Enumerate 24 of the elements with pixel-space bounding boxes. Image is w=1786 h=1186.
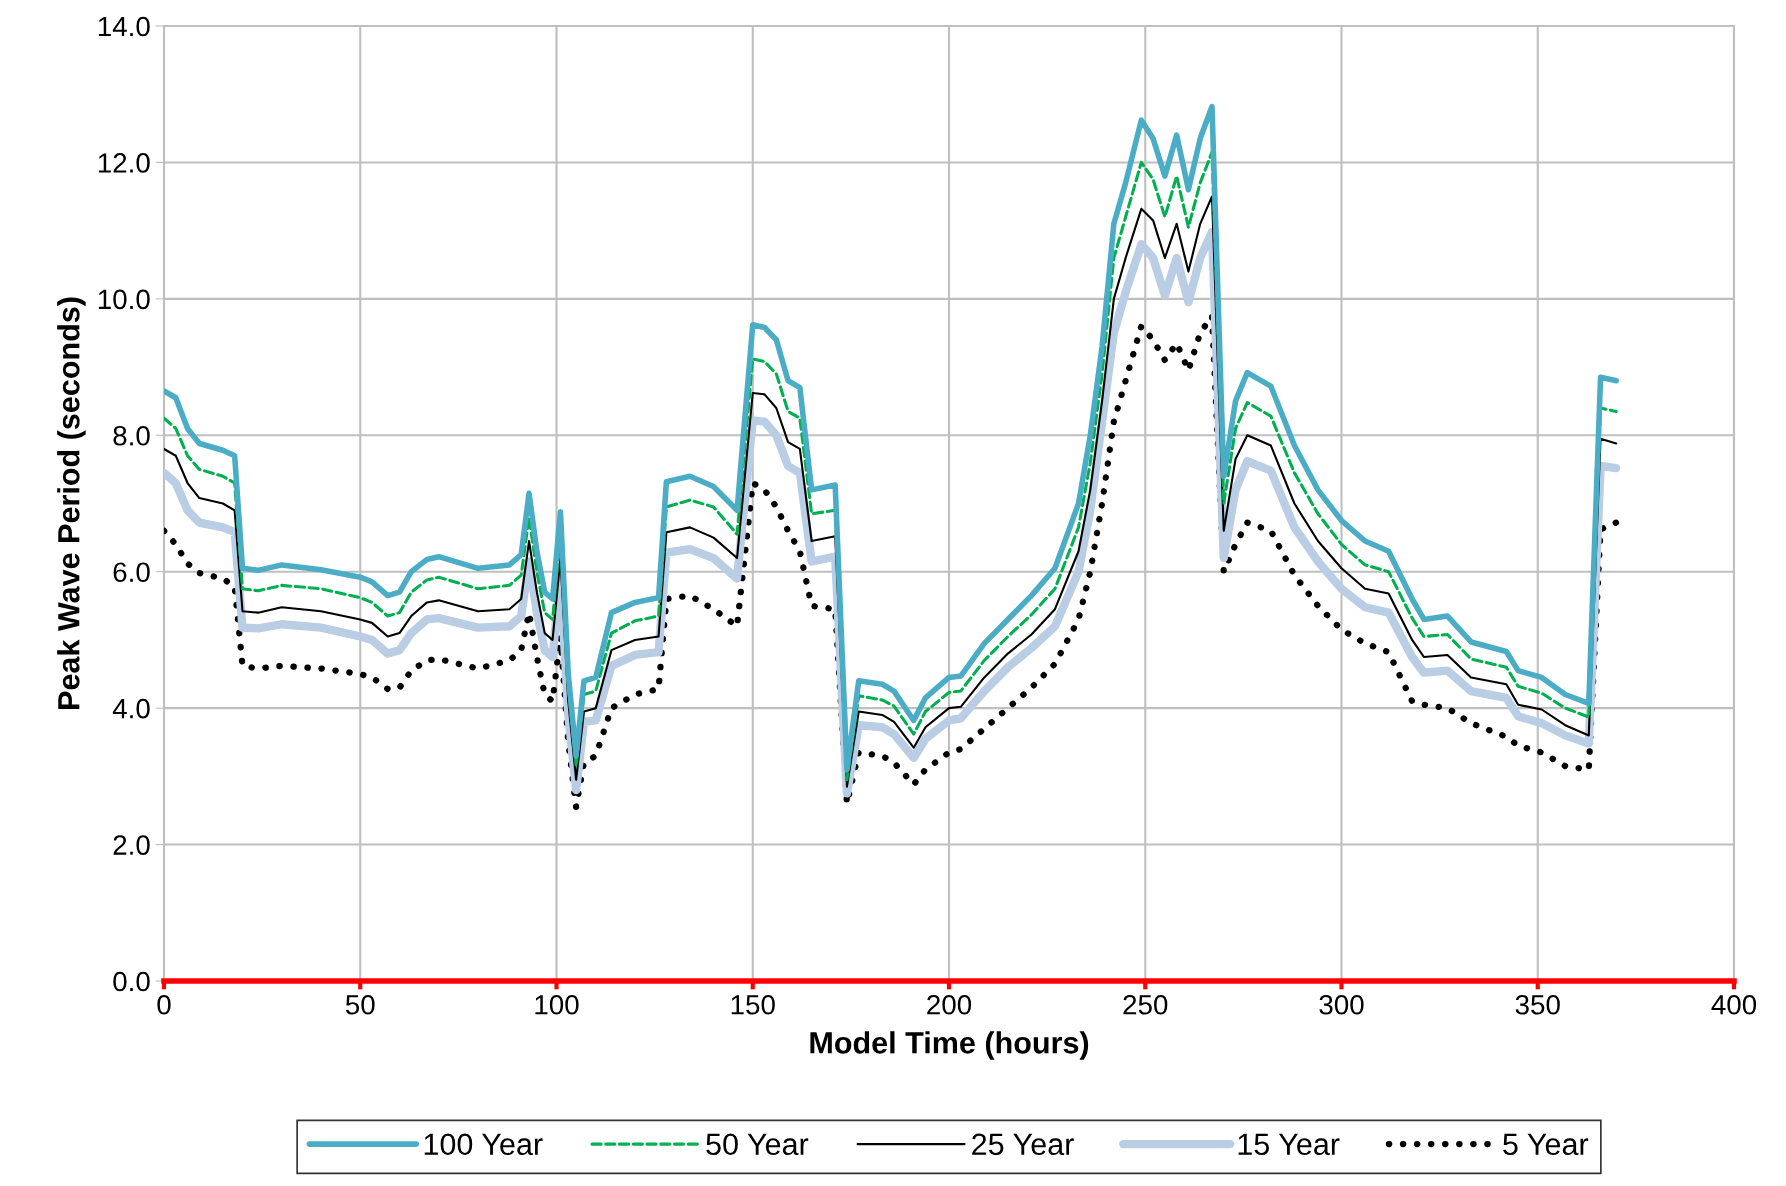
legend-label: 50 Year — [706, 1133, 809, 1156]
y-tick-label: 10.0 — [98, 289, 150, 310]
x-tick-label: 300 — [1319, 994, 1364, 1015]
y-tick-label: 8.0 — [113, 425, 150, 446]
x-tick-label: 350 — [1515, 994, 1560, 1015]
legend-label: 100 Year — [424, 1133, 543, 1156]
x-tick-label: 150 — [731, 994, 775, 1015]
legend-label: 15 Year — [1238, 1133, 1340, 1156]
x-tick-label: 50 — [345, 994, 375, 1015]
y-tick-label: 4.0 — [112, 698, 150, 719]
y-tick-label: 6.0 — [113, 562, 150, 583]
x-axis-title: Model Time (hours) — [810, 1031, 1089, 1060]
y-tick-label: 2.0 — [113, 835, 150, 855]
legend-label: 25 Year — [972, 1133, 1074, 1156]
x-tick-label: 100 — [535, 994, 579, 1015]
x-tick-label: 400 — [1711, 994, 1757, 1015]
x-tick-label: 200 — [927, 994, 972, 1015]
legend-label: 5 Year — [1503, 1133, 1589, 1156]
y-axis-title: Peak Wave Period (seconds) — [57, 297, 86, 709]
y-tick-label: 14.0 — [98, 16, 150, 37]
x-tick-label: 0 — [157, 994, 171, 1015]
y-tick-label: 12.0 — [98, 153, 150, 173]
x-tick-label: 250 — [1123, 994, 1168, 1015]
y-tick-label: 0.0 — [113, 971, 150, 992]
